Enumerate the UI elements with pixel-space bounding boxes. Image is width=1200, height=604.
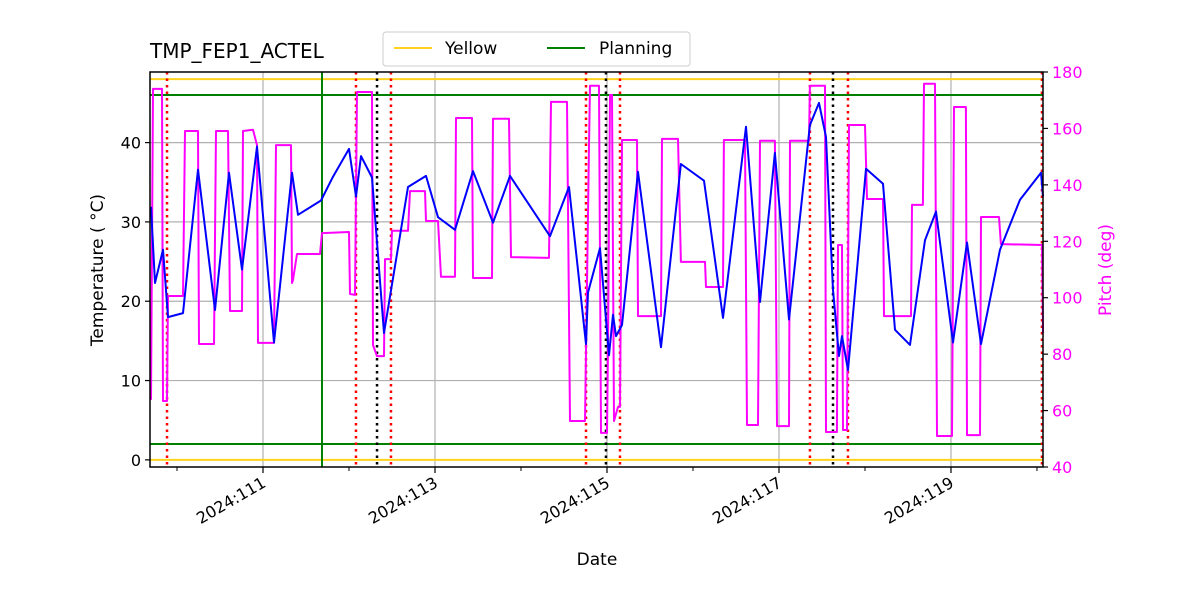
y2-tick-label: 140 [1052, 176, 1083, 195]
y-tick-label: 40 [121, 134, 141, 153]
axes: 0 10 20 30 40 40 60 80 100 120 140 160 180 2024:111 20… [121, 63, 1083, 528]
y2-tick-label: 180 [1052, 63, 1083, 82]
y-axis-label: Temperature ( °C) [88, 194, 108, 347]
y-tick-label: 20 [121, 292, 141, 311]
legend-label-planning: Planning [599, 39, 672, 59]
y2-tick-label: 160 [1052, 119, 1083, 138]
reference-lines [150, 72, 1044, 467]
x-axis-label: Date [577, 550, 618, 570]
x-tick-label: 2024:111 [193, 473, 269, 528]
x-tick-label: 2024:117 [709, 473, 785, 528]
plot-frame [149, 71, 1044, 468]
y-tick-label: 0 [131, 451, 141, 470]
legend-box [382, 31, 691, 67]
legend-label-yellow: Yellow [444, 39, 497, 59]
chart-title: TMP_FEP1_ACTEL [149, 39, 325, 63]
x-tick-label: 2024:115 [537, 473, 613, 528]
grid [150, 72, 1043, 467]
y2-tick-label: 80 [1052, 345, 1072, 364]
y-tick-label: 10 [121, 372, 141, 391]
y2-tick-label: 60 [1052, 402, 1072, 421]
x-tick-label: 2024:119 [881, 473, 957, 528]
y2-axis-label: Pitch (deg) [1096, 224, 1116, 316]
y2-tick-label: 100 [1052, 289, 1083, 308]
pitch-line [150, 82, 1044, 437]
y-tick-label: 30 [121, 213, 141, 232]
series-group [150, 82, 1044, 437]
y2-tick-label: 120 [1052, 232, 1083, 251]
legend: Yellow Planning [382, 31, 691, 67]
temperature-line [150, 101, 1044, 372]
y2-tick-label: 40 [1052, 458, 1072, 477]
x-tick-label: 2024:113 [365, 473, 441, 528]
